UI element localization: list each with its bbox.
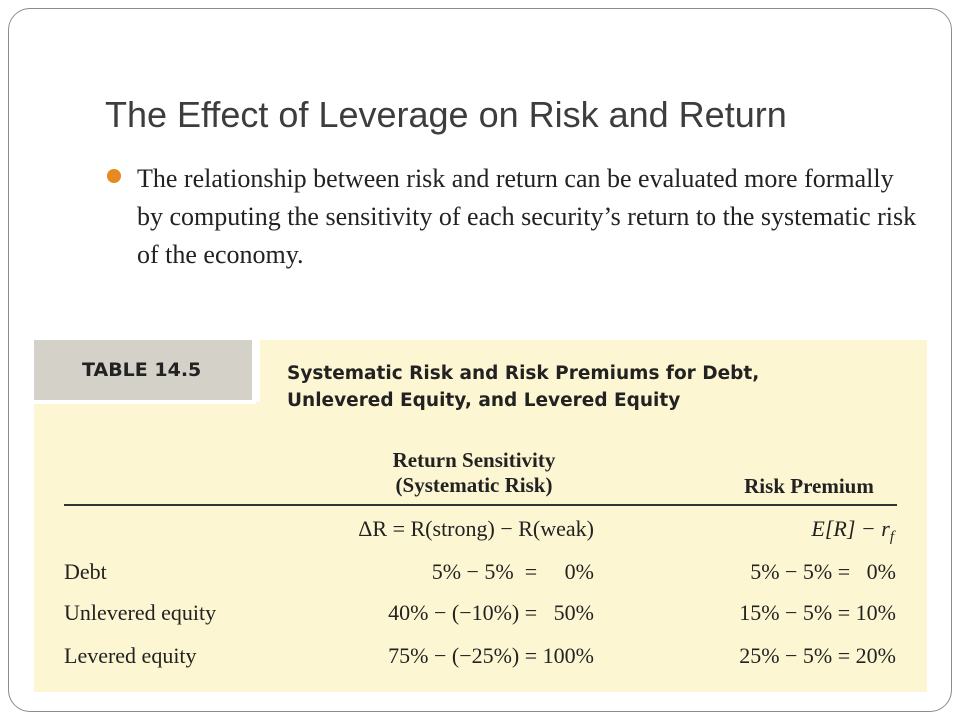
premium-formula-subscript: f	[889, 529, 894, 545]
bullet-text: The relationship between risk and return…	[137, 164, 917, 269]
column-header-premium: Risk Premium	[744, 474, 874, 498]
table-caption: Systematic Risk and Risk Premiums for De…	[287, 360, 907, 414]
column-header-sensitivity: Return Sensitivity (Systematic Risk)	[334, 448, 614, 498]
sensitivity-formula: ΔR = R(strong) − R(weak)	[294, 516, 594, 542]
slide-title: The Effect of Leverage on Risk and Retur…	[105, 94, 787, 135]
row-label: Unlevered equity	[64, 600, 217, 625]
table-panel: TABLE 14.5 Systematic Risk and Risk Prem…	[34, 340, 927, 692]
table-caption-line2: Unlevered Equity, and Levered Equity	[287, 390, 681, 411]
row-sensitivity: 40% − (−10%) = 50%	[388, 600, 594, 625]
row-premium: 15% − 5% = 10%	[739, 600, 896, 625]
bullet-icon	[107, 169, 121, 183]
table-tag: TABLE 14.5	[34, 340, 256, 404]
row-label: Debt	[64, 559, 107, 584]
premium-formula: E[R] − rf	[674, 516, 894, 546]
tag-divider	[252, 340, 260, 402]
column-header-sensitivity-line2: (Systematic Risk)	[395, 473, 553, 497]
header-rule	[64, 504, 897, 506]
row-sensitivity: 5% − 5% = 0%	[431, 559, 594, 584]
sensitivity-formula-text: ΔR = R(strong) − R(weak)	[358, 516, 594, 541]
column-header-sensitivity-line1: Return Sensitivity	[392, 448, 556, 472]
row-premium: 25% − 5% = 20%	[739, 643, 896, 668]
row-sensitivity: 75% − (−25%) = 100%	[388, 643, 594, 668]
row-label: Levered equity	[64, 643, 197, 668]
table-caption-line1: Systematic Risk and Risk Premiums for De…	[287, 363, 760, 384]
premium-formula-text: E[R] − r	[811, 516, 890, 541]
row-premium: 5% − 5% = 0%	[750, 559, 896, 584]
